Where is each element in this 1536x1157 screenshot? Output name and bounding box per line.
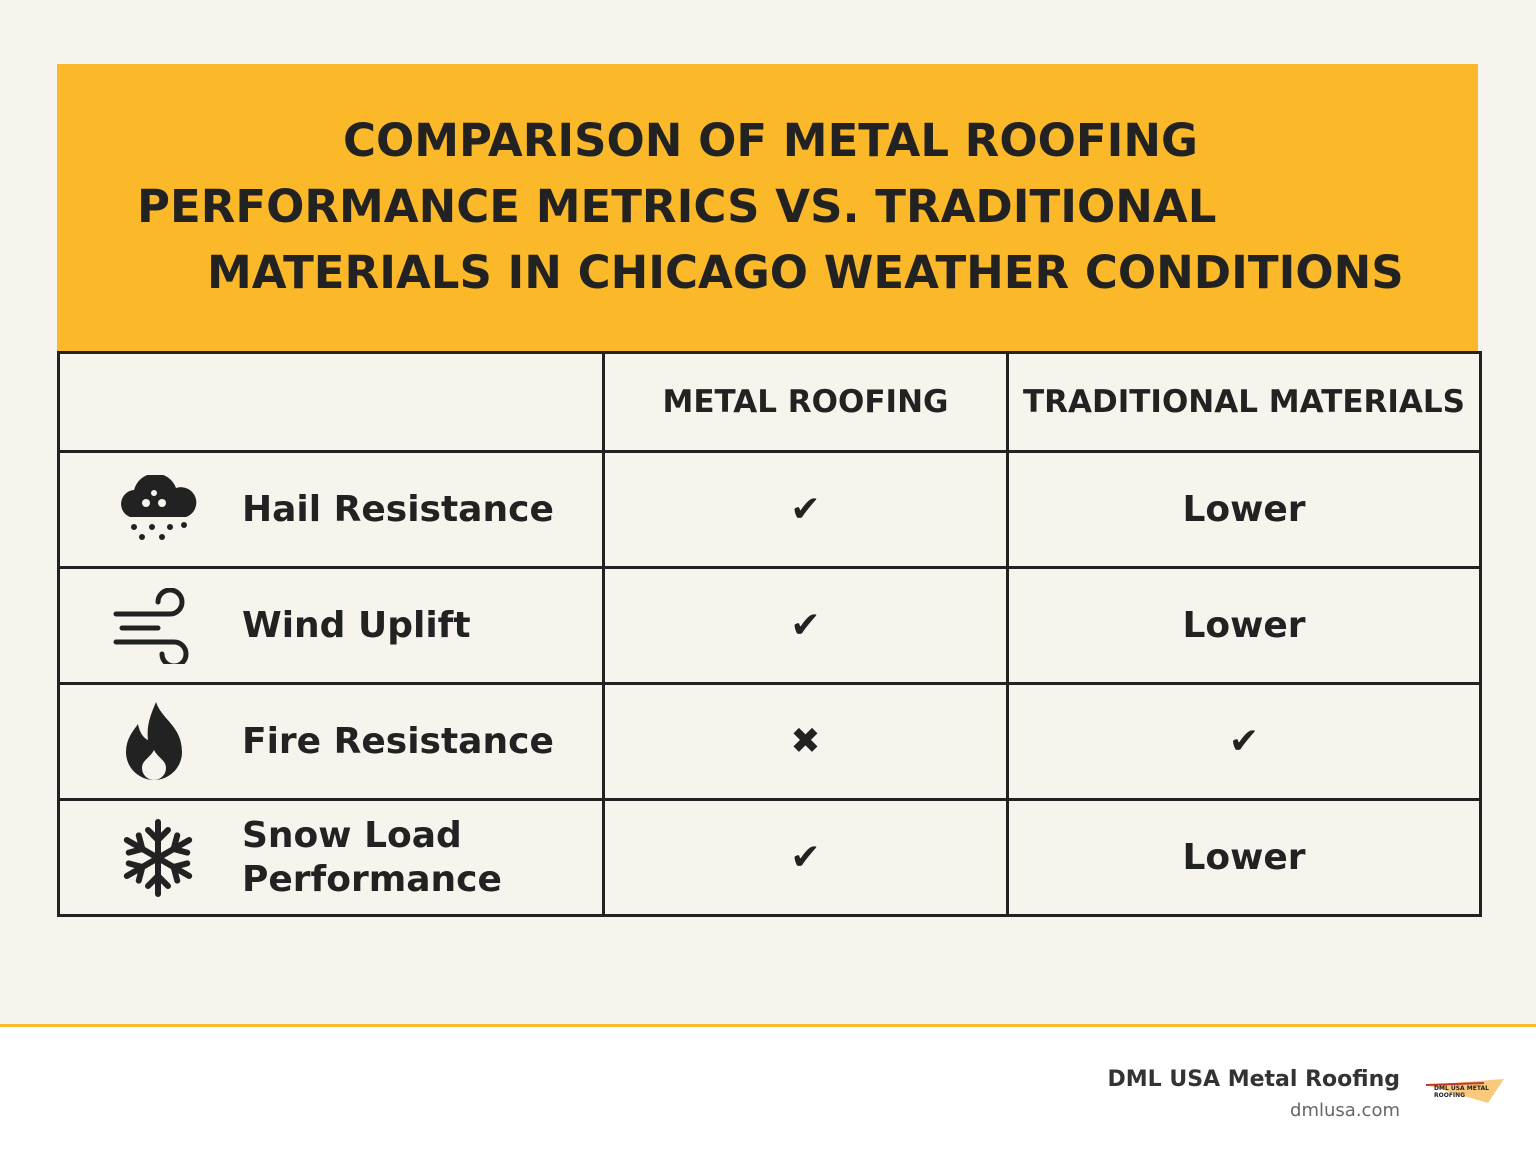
row-label: Hail Resistance [242,488,554,530]
logo-text: DML USA METAL ROOFING [1434,1085,1489,1099]
cell: Lower [1006,798,1482,917]
row-label-cell: Snow Load Performance [57,798,605,917]
column-header: METAL ROOFING [602,351,1009,453]
cell: ✖ [602,682,1009,801]
website: dmlusa.com [1290,1100,1400,1121]
fire-icon [126,701,182,780]
cell: ✔ [602,450,1009,569]
row-label: Wind Uplift [242,604,471,646]
table-row: Fire Resistance ✖ ✔ [57,682,1482,801]
company-name: DML USA Metal Roofing [1107,1067,1401,1092]
title-line: PERFORMANCE METRICS VS. TRADITIONAL [137,180,1217,233]
cell: Lower [1006,566,1482,685]
title-line: COMPARISON OF METAL ROOFING [343,114,1198,167]
logo [1425,1079,1504,1103]
title-line: MATERIALS IN CHICAGO WEATHER CONDITIONS [207,246,1404,299]
footer: DML USA Metal Roofing dmlusa.com DML USA… [0,1024,1536,1157]
table-row: Snow Load Performance ✔ Lower [57,798,1482,917]
cell: ✔ [602,566,1009,685]
snowflake-icon [123,818,193,897]
header-row: METAL ROOFING TRADITIONAL MATERIALS [57,351,1482,453]
table-row: Hail Resistance ✔ Lower [57,450,1482,569]
row-label: Fire Resistance [242,720,554,762]
wind-icon [113,587,189,664]
comparison-table: METAL ROOFING TRADITIONAL MATERIALS Hail… [57,351,1482,917]
row-label-cell: Fire Resistance [57,682,605,801]
cell: ✔ [602,798,1009,917]
title-banner: COMPARISON OF METAL ROOFING PERFORMANCE … [57,64,1478,352]
cell: Lower [1006,450,1482,569]
row-label-cell: Wind Uplift [57,566,605,685]
hail-icon [121,474,197,540]
table-row: Wind Uplift ✔ Lower [57,566,1482,685]
empty-cell [57,351,605,453]
row-label-cell: Hail Resistance [57,450,605,569]
column-header: TRADITIONAL MATERIALS [1006,351,1482,453]
row-label: Snow Load Performance [242,814,502,900]
cell: ✔ [1006,682,1482,801]
